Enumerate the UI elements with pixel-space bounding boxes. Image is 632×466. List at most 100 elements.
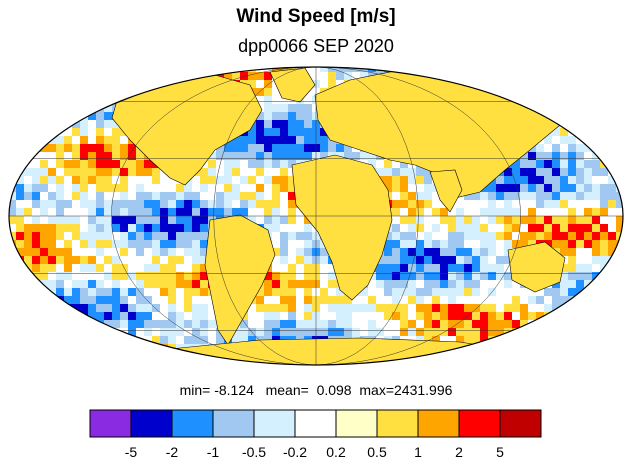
field-cell [368,280,376,288]
field-cell [192,328,200,336]
field-cell [56,216,64,224]
field-cell [392,328,400,336]
field-cell [592,160,600,168]
field-cell [48,256,56,264]
field-cell [504,312,512,320]
field-cell [544,184,552,192]
field-cell [144,320,152,328]
field-cell [520,208,528,216]
field-cell [176,256,184,264]
chart-title: Wind Speed [m/s] [236,6,396,27]
field-cell [136,320,144,328]
color-legend-label: -0.5 [242,444,266,460]
field-cell [56,224,64,232]
field-cell [296,240,304,248]
field-cell [592,208,600,216]
field-cell [504,288,512,296]
field-cell [160,200,168,208]
field-cell [560,168,568,176]
field-cell [168,296,176,304]
field-cell [232,152,240,160]
field-cell [216,336,224,344]
field-cell [120,192,128,200]
field-cell [96,224,104,232]
field-cell [448,320,456,328]
field-cell [264,136,272,144]
field-cell [456,264,464,272]
field-cell [456,272,464,280]
field-cell [336,67,344,72]
field-cell [248,184,256,192]
field-cell [320,304,328,312]
field-cell [64,128,72,136]
field-cell [456,240,464,248]
field-cell [56,240,64,248]
field-cell [464,208,472,216]
field-cell [288,168,296,176]
field-cell [288,304,296,312]
field-cell [392,232,400,240]
field-cell [440,312,448,320]
field-cell [544,192,552,200]
field-cell [400,232,408,240]
field-cell [96,208,104,216]
field-cell [168,288,176,296]
field-cell [392,248,400,256]
field-cell [112,312,120,320]
field-cell [56,200,64,208]
color-legend-label: 0.2 [326,444,346,460]
field-cell [592,184,600,192]
field-cell [216,184,224,192]
field-cell [440,240,448,248]
mean-label: mean= [265,382,309,398]
field-cell [16,208,24,216]
field-cell [248,152,256,160]
field-cell [264,304,272,312]
field-cell [152,288,160,296]
field-cell [496,288,504,296]
field-cell [320,152,328,160]
field-cell [48,272,56,280]
field-cell [384,168,392,176]
field-cell [456,256,464,264]
field-cell [424,192,432,200]
field-cell [456,320,464,328]
field-cell [264,128,272,136]
field-cell [96,232,104,240]
field-cell [584,208,592,216]
field-cell [160,272,168,280]
greenland [269,67,316,103]
field-cell [24,184,32,192]
field-cell [88,296,96,304]
field-cell [136,240,144,248]
field-cell [152,176,160,184]
field-cell [504,208,512,216]
field-cell [48,280,56,288]
field-cell [296,304,304,312]
field-cell [264,104,272,112]
field-cell [88,224,96,232]
field-cell [152,312,160,320]
field-cell [64,288,72,296]
field-cell [384,280,392,288]
field-cell [288,112,296,120]
field-cell [48,208,56,216]
field-cell [72,144,80,152]
field-cell [56,168,64,176]
field-cell [296,144,304,152]
field-cell [536,144,544,152]
field-cell [352,296,360,304]
field-cell [456,296,464,304]
field-cell [48,248,56,256]
field-cell [328,72,336,80]
field-cell [144,160,152,168]
field-cell [456,336,464,344]
field-cell [128,248,136,256]
field-cell [488,240,496,248]
field-cell [488,264,496,272]
field-cell [440,304,448,312]
field-cell [280,312,288,320]
field-cell [448,248,456,256]
field-cell [64,160,72,168]
field-cell [408,280,416,288]
